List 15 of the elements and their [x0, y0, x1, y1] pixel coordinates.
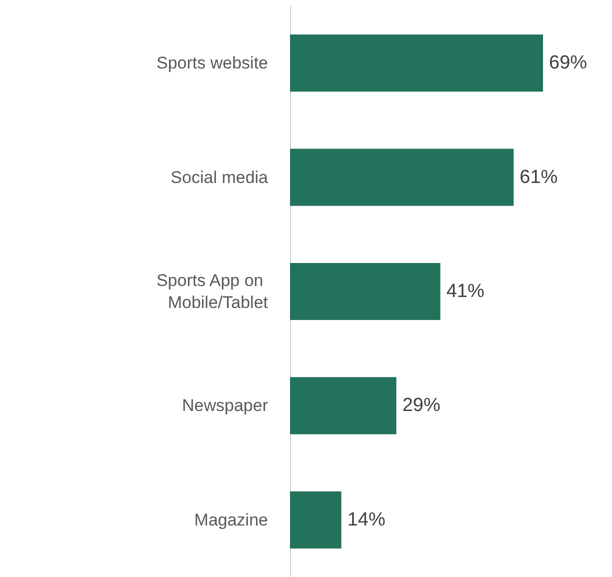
- data-label: 41%: [446, 281, 484, 302]
- y-tick-label: Newspaper: [182, 396, 268, 416]
- data-label: 29%: [402, 395, 440, 416]
- bar: [290, 148, 514, 206]
- y-tick-label: Social media: [170, 168, 269, 187]
- bar: [290, 34, 543, 92]
- bar: [290, 491, 342, 548]
- y-tick-label: Sports App on Mobile/Tablet: [156, 271, 268, 312]
- y-tick-label: Magazine: [194, 510, 268, 530]
- bar: [290, 262, 440, 320]
- data-label: 14%: [347, 509, 386, 530]
- bar: [290, 377, 396, 434]
- data-label: 69%: [549, 52, 588, 74]
- data-label: 61%: [520, 166, 558, 188]
- y-tick-label: Sports website: [156, 54, 268, 73]
